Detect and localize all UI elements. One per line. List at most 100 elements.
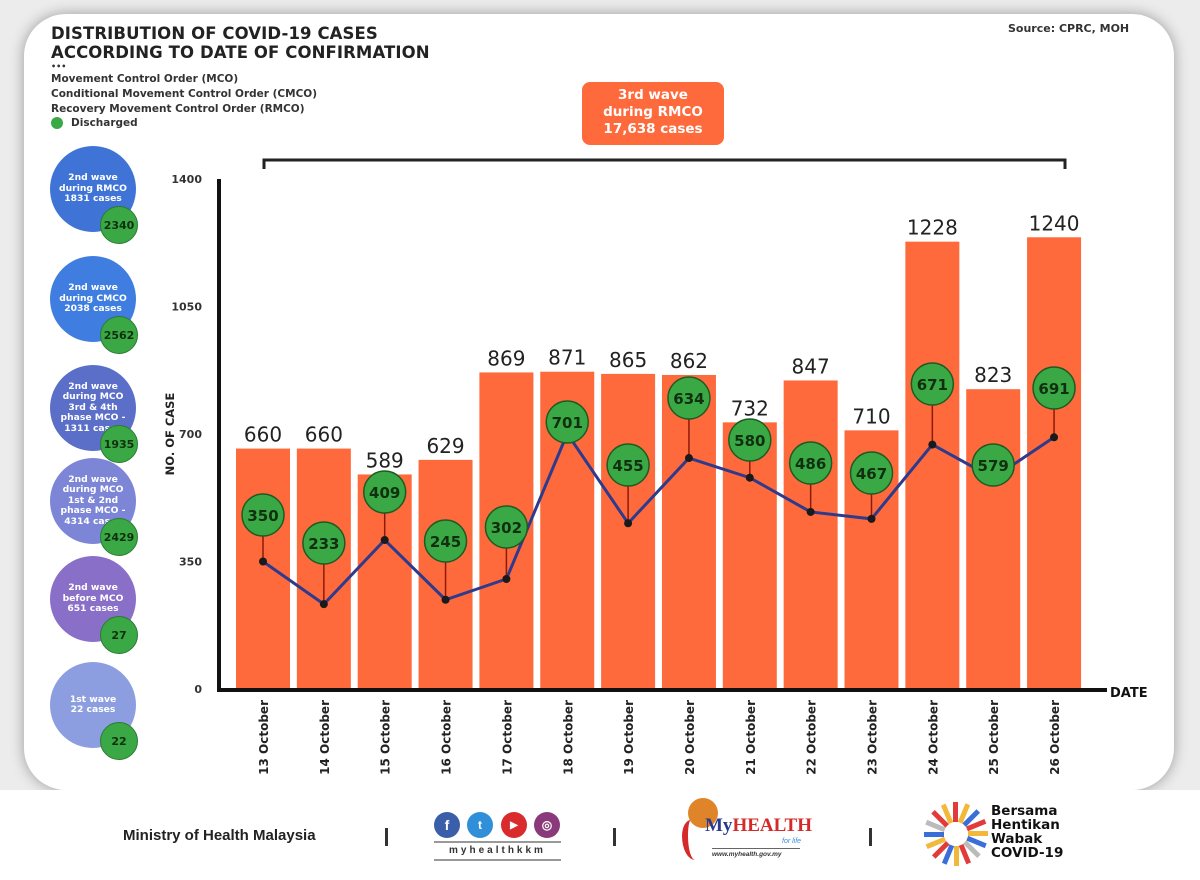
campaign-people-circle-icon (924, 802, 988, 866)
bar-value-label: 732 (731, 396, 769, 420)
x-tick-label: 19 October (622, 700, 636, 775)
mco-legend: Movement Control Order (MCO) Conditional… (51, 72, 317, 117)
discharged-point (745, 473, 754, 482)
campaign-figure (966, 835, 987, 849)
myhealth-figure-icon (682, 820, 704, 860)
discharged-value-label: 233 (308, 535, 339, 553)
discharged-point (259, 557, 267, 566)
bar-value-label: 1240 (1029, 211, 1080, 235)
social-handle[interactable]: myhealthkkm (449, 845, 546, 856)
myhealth-url[interactable]: www.myhealth.gov.my (712, 851, 782, 858)
campaign-figure (941, 844, 955, 865)
campaign-figure (925, 819, 946, 833)
x-tick-label: 18 October (561, 700, 575, 775)
discharged-bubble (910, 362, 955, 406)
youtube-icon[interactable]: ▶ (501, 812, 527, 838)
discharged-bubble (728, 418, 772, 462)
facebook-icon[interactable]: f (434, 812, 460, 838)
campaign-figure (931, 809, 949, 828)
discharged-line (262, 430, 1055, 607)
campaign-figure (940, 803, 954, 825)
bar-value-label: 660 (305, 423, 343, 447)
bar (783, 380, 838, 689)
discharged-value-label: 467 (856, 465, 887, 483)
discharged-value-label: 455 (612, 457, 643, 475)
x-tick-label: 26 October (1048, 700, 1062, 775)
x-axis-title: DATE (1110, 686, 1148, 701)
campaign-figure (953, 802, 958, 822)
bar-value-label: 869 (487, 346, 525, 370)
campaign-line-2: Hentikan (991, 817, 1060, 833)
ministry-label: Ministry of Health Malaysia (123, 827, 316, 844)
campaign-line-1: Bersama (991, 803, 1058, 819)
campaign-figure (931, 841, 950, 859)
bar-value-label: 1228 (907, 216, 958, 240)
campaign-figure (924, 832, 944, 837)
x-tick-label: 25 October (987, 700, 1001, 775)
discharged-point (806, 507, 815, 516)
legend-cmco: Conditional Movement Control Order (CMCO… (51, 88, 318, 100)
bar-value-label: 862 (670, 349, 708, 373)
discharged-bubble (302, 521, 346, 565)
discharged-bubble (241, 493, 285, 537)
x-tick-label: 21 October (744, 700, 758, 775)
campaign-text: Bersama Hentikan Wabak COVID-19 (991, 804, 1063, 860)
bar-value-label: 871 (548, 346, 586, 370)
x-tick-label: 20 October (683, 700, 697, 775)
discharged-bubble (667, 376, 711, 420)
legend-discharged-label: Discharged (71, 117, 138, 129)
discharged-bubble (423, 519, 468, 563)
wave-bubble: 2nd wave before MCO 651 cases (50, 556, 136, 642)
y-axis-title: NO. OF CASE (163, 393, 177, 476)
bar-value-label: 847 (792, 354, 830, 378)
legend-mco: Movement Control Order (MCO) (51, 73, 239, 85)
third-wave-annotation: 3rd wave during RMCO 17,638 cases (582, 82, 724, 145)
discharged-value-label: 701 (552, 414, 583, 432)
discharged-point (502, 574, 511, 583)
footer-separator (385, 828, 388, 846)
handle-rule-bottom (434, 859, 561, 861)
wave-bubble-label: 2nd wave during CMCO 2038 cases (59, 282, 127, 315)
campaign-figure (965, 818, 987, 832)
handle-rule-top (434, 841, 561, 843)
myhealth-logo: MyHEALTH (705, 815, 812, 837)
campaign-figure (954, 846, 959, 866)
discharged-value-label: 671 (917, 376, 948, 394)
bar (1027, 237, 1082, 690)
third-wave-line-3: 17,638 cases (603, 121, 703, 137)
bar-value-label: 589 (366, 448, 404, 472)
source-label: Source: CPRC, MOH (1008, 22, 1130, 35)
discharged-bubble (484, 505, 529, 549)
discharged-bubble (545, 400, 589, 444)
footer-separator (869, 828, 872, 846)
twitter-icon[interactable]: t (467, 812, 493, 838)
wave-bubble-label: 2nd wave before MCO 651 cases (62, 582, 124, 615)
x-tick-label: 13 October (257, 700, 271, 775)
wave-bubble-label: 1st wave 22 cases (69, 693, 117, 715)
bar-value-label: 823 (974, 363, 1012, 387)
discharged-value-label: 691 (1038, 380, 1069, 398)
campaign-figure (925, 836, 947, 850)
instagram-icon[interactable]: ◎ (534, 812, 560, 838)
x-tick-label: 22 October (805, 700, 819, 775)
campaign-figure (957, 803, 971, 824)
discharged-point (319, 600, 328, 609)
x-tick-label: 14 October (318, 700, 332, 775)
bar (601, 373, 656, 689)
discharged-point (380, 536, 389, 545)
legend-rmco: Recovery Movement Control Order (RMCO) (51, 103, 305, 115)
wave-bubble: 2nd wave during MCO 3rd & 4th phase MCO … (50, 365, 136, 451)
myhealth-logo-health: HEALTH (732, 815, 812, 836)
discharged-dot-icon (51, 117, 63, 129)
discharged-point (684, 454, 693, 463)
wave-discharged-badge: 22 (100, 722, 138, 760)
y-tick-label: 1400 (171, 173, 202, 186)
third-wave-bracket (262, 158, 1067, 169)
dots-separator: ••• (51, 62, 67, 71)
x-tick-label: 16 October (440, 700, 454, 775)
campaign-figure (962, 809, 981, 827)
discharged-value-label: 634 (673, 390, 704, 408)
myhealth-tagline: for life (782, 838, 802, 845)
y-tick-label: 0 (194, 683, 202, 696)
